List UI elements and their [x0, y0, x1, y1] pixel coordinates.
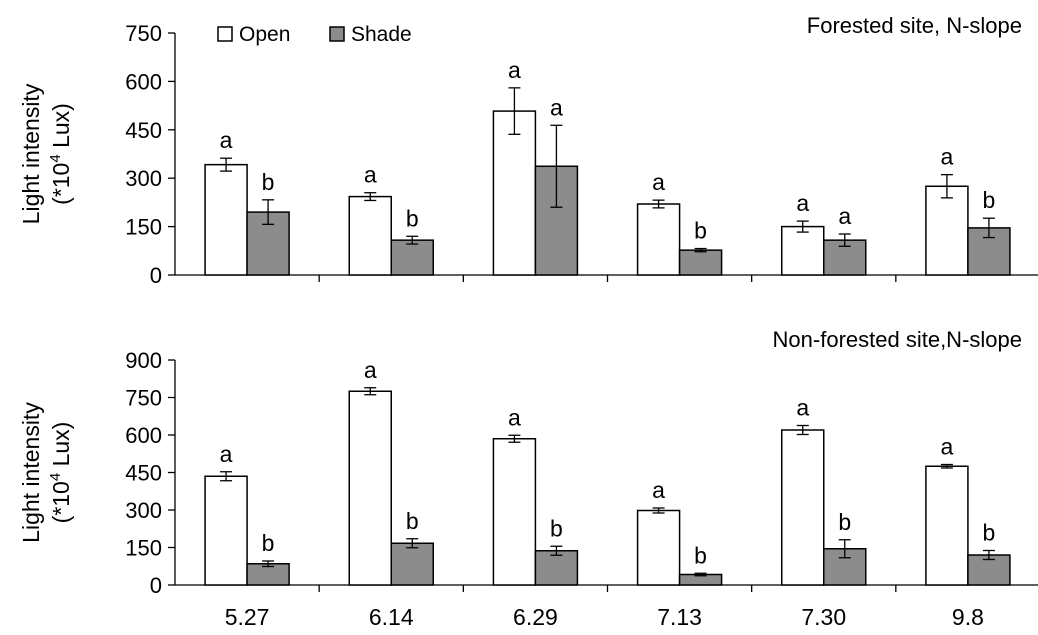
- significance-letter: b: [694, 542, 707, 568]
- y-tick-label: 750: [125, 386, 162, 411]
- x-tick-label: 7.13: [657, 604, 702, 630]
- chart-panel-2: 0 150 300 450 600 750 900 5.27 6.14 6.29 7.13 7.30 9…: [18, 327, 1038, 630]
- bar-open: [781, 225, 825, 276]
- y-tick-label: 450: [125, 461, 162, 486]
- y-axis-title-prefix: (*10: [48, 163, 74, 205]
- y-axis-title-prefix: (*10: [48, 481, 74, 523]
- x-tick-label: 9.8: [952, 604, 984, 630]
- significance-letter: b: [694, 218, 707, 244]
- significance-letter: a: [508, 57, 521, 83]
- significance-letter: a: [941, 434, 954, 460]
- y-tick-label: 150: [125, 536, 162, 561]
- y-tick-label: 600: [125, 423, 162, 448]
- significance-letter: b: [262, 530, 275, 556]
- legend-swatch-shade: [329, 26, 345, 42]
- bar-shade: [390, 542, 434, 586]
- bar-open: [348, 195, 392, 276]
- x-tick-label: 5.27: [225, 604, 270, 630]
- bar-open: [636, 509, 681, 586]
- y-axis-title-unit: Lux): [48, 103, 74, 154]
- significance-letter: a: [652, 477, 665, 503]
- bar-open: [781, 429, 825, 586]
- significance-letter: b: [262, 169, 275, 195]
- significance-letter: b: [983, 187, 996, 213]
- y-axis-title-exponent: 4: [47, 154, 64, 162]
- legend-label-shade: Shade: [351, 23, 412, 46]
- x-tick-label: 6.14: [369, 604, 414, 630]
- significance-letter: a: [508, 404, 521, 430]
- y-tick-label: 900: [125, 348, 162, 373]
- y-tick-label: 0: [150, 573, 162, 598]
- y-tick-label: 300: [125, 166, 162, 191]
- bar-open: [204, 475, 248, 586]
- bar-open: [348, 390, 392, 586]
- significance-letter: a: [364, 162, 377, 188]
- significance-letter: a: [652, 169, 665, 195]
- legend-label-open: Open: [239, 23, 290, 46]
- legend-swatch-open: [217, 26, 233, 42]
- bar-shade: [390, 239, 434, 276]
- y-axis-title-line1: Light intensity: [18, 402, 44, 543]
- x-tick-label: 6.29: [513, 604, 558, 630]
- significance-letter: a: [941, 144, 954, 170]
- y-tick-label: 750: [125, 21, 162, 46]
- y-axis-title-line2: (*104 Lux): [47, 103, 74, 205]
- y-tick-label: 300: [125, 498, 162, 523]
- panel-title: Forested site, N-slope: [807, 13, 1022, 38]
- significance-letter: b: [406, 508, 419, 534]
- legend: Open Shade: [217, 23, 412, 46]
- significance-letter: a: [364, 357, 377, 383]
- significance-letter: a: [796, 190, 809, 216]
- significance-letter: a: [220, 441, 233, 467]
- significance-letter: b: [406, 205, 419, 231]
- bar-shade: [678, 249, 723, 276]
- significance-letter: b: [983, 520, 996, 546]
- bar-open: [204, 163, 248, 276]
- panel-title: Non-forested site,N-slope: [773, 327, 1022, 352]
- chart-panel-1: 0 150 300 450 600 750 Light intensity (*104 Lux…: [18, 13, 1038, 288]
- significance-letter: a: [220, 127, 233, 153]
- y-axis-title-exponent: 4: [47, 473, 64, 481]
- bar-open: [492, 438, 537, 586]
- significance-letter: b: [838, 509, 851, 535]
- bar-shade: [534, 550, 579, 586]
- y-axis-title-line2: (*104 Lux): [47, 422, 74, 524]
- y-axis-title: Light intensity (*104 Lux): [18, 402, 74, 543]
- y-axis-title-line1: Light intensity: [18, 83, 44, 224]
- bar-open: [925, 465, 969, 586]
- significance-letter: a: [796, 395, 809, 421]
- significance-letter: b: [550, 515, 563, 541]
- bar-open: [925, 185, 969, 276]
- y-axis-title: Light intensity (*104 Lux): [18, 83, 74, 224]
- significance-letter: a: [838, 203, 851, 229]
- y-tick-label: 600: [125, 69, 162, 94]
- y-tick-label: 0: [150, 263, 162, 288]
- bar-open: [492, 110, 537, 276]
- bar-open: [636, 203, 681, 276]
- y-tick-label: 450: [125, 118, 162, 143]
- y-axis-title-unit: Lux): [48, 422, 74, 473]
- significance-letter: a: [550, 94, 563, 120]
- x-tick-label: 7.30: [801, 604, 846, 630]
- y-tick-label: 150: [125, 215, 162, 240]
